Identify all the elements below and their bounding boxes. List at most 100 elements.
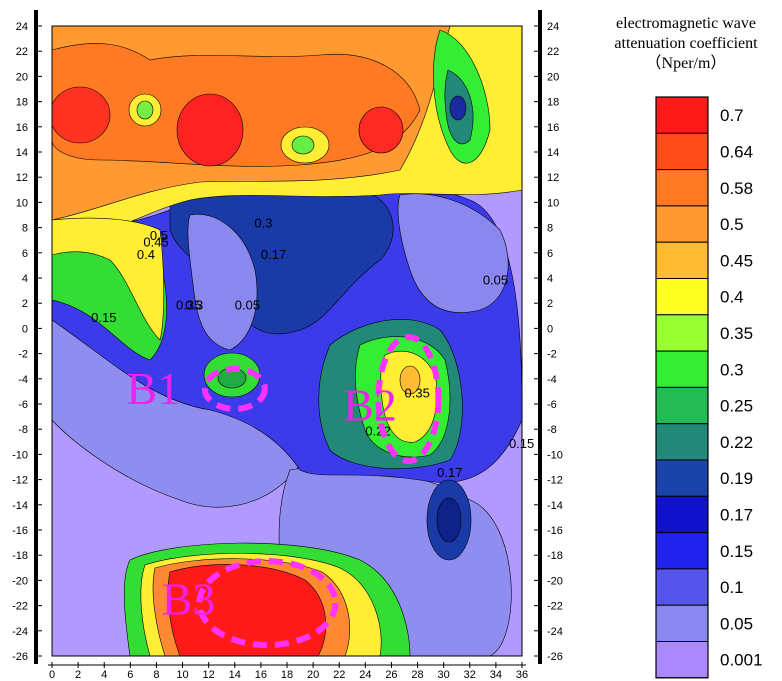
y-tick-label-left: 20: [16, 71, 28, 83]
y-tick-label-left: 14: [16, 147, 28, 159]
region-label-b2: B2: [343, 379, 397, 430]
legend-level-label: 0.3: [720, 360, 744, 379]
y-tick-label-left: 12: [16, 172, 28, 184]
y-tick-label-left: 8: [22, 223, 28, 235]
contour-label: 0.3: [185, 298, 203, 313]
x-tick-label: 30: [438, 669, 450, 681]
contour-fill-red: [52, 86, 111, 144]
y-tick-label-right: 20: [547, 71, 559, 83]
y-tick-label-right: 8: [547, 223, 553, 235]
contour-fill-lavender: [397, 193, 509, 313]
y-tick-label-left: -20: [12, 575, 28, 587]
x-tick-label: 26: [385, 669, 397, 681]
contour-label: 0.05: [235, 298, 260, 313]
x-tick-label: 6: [127, 669, 133, 681]
x-tick-label: 8: [153, 669, 159, 681]
y-tick-label-left: 18: [16, 97, 28, 109]
x-tick-label: 32: [464, 669, 476, 681]
contour-label: 0.4: [137, 247, 155, 262]
contour-label: 0.5: [150, 228, 168, 243]
contour-label: 0.05: [483, 272, 508, 287]
legend-level-label: 0.17: [720, 505, 753, 524]
y-tick-label-right: 24: [547, 21, 559, 33]
y-tick-label-left: 16: [16, 122, 28, 134]
y-tick-label-right: -6: [547, 399, 557, 411]
y-tick-label-right: -24: [547, 626, 563, 638]
y-tick-label-right: 6: [547, 248, 553, 260]
legend-level-label: 0.7: [720, 106, 744, 125]
x-tick-label: 4: [101, 669, 107, 681]
color-legend: 0.7 0.64 0.58 0.5 0.45 0.4 0.35 0.3 0.25 0.22 0.19…: [655, 96, 763, 679]
y-tick-label-left: -12: [12, 475, 28, 487]
legend-swatch: [655, 386, 709, 425]
y-tick-label-left: 6: [22, 248, 28, 260]
y-tick-label-right: 14: [547, 147, 559, 159]
x-tick-label: 34: [490, 669, 502, 681]
legend-swatch: [655, 641, 709, 679]
legend-swatch: [655, 568, 709, 606]
contour-label: 0.45: [143, 235, 168, 250]
contour-fill-lavender: [187, 213, 258, 351]
region-b3-outline: [196, 558, 339, 649]
y-tick-label-left: -26: [12, 651, 28, 663]
legend-swatch: [655, 96, 709, 134]
legend-frame: [655, 96, 709, 679]
x-tick-label: 0: [49, 669, 55, 681]
y-tick-label-left: -24: [12, 626, 28, 638]
y-tick-label-right: -12: [547, 475, 563, 487]
legend-swatch: [655, 532, 709, 570]
x-tick-label: 24: [359, 669, 371, 681]
y-tick-label-left: -2: [18, 349, 28, 361]
region-b2-outline: [375, 333, 442, 464]
contour-fill-yellow: [52, 217, 165, 341]
y-tick-label-left: 24: [16, 21, 28, 33]
legend-level-label: 0.1: [720, 578, 744, 597]
y-tick-label-left: 0: [22, 323, 28, 335]
y-tick-label-right: 22: [547, 46, 559, 58]
y-tick-label-right: 0: [547, 323, 553, 335]
plot-frame: [51, 25, 523, 657]
contour-label: 0.3: [254, 216, 272, 231]
y-tick-label-right: 12: [547, 172, 559, 184]
y-tick-label-left: -8: [18, 424, 28, 436]
y-tick-label-left: -16: [12, 525, 28, 537]
x-tick-label: 22: [333, 669, 345, 681]
contour-fill-orange: [399, 365, 421, 395]
contour-label: 0.17: [437, 465, 462, 480]
y-tick-label-left: -10: [12, 449, 28, 461]
contour-label: 0.17: [261, 247, 286, 262]
x-tick-label: 14: [229, 669, 241, 681]
y-tick-label-right: 4: [547, 273, 553, 285]
legend-swatch: [655, 132, 709, 171]
legend-swatch: [655, 459, 709, 497]
y-tick-label-right: 10: [547, 197, 559, 209]
legend-swatch: [655, 205, 709, 243]
legend-level-label: 0.15: [720, 542, 753, 561]
legend-level-label: 0.19: [720, 469, 753, 488]
y-tick-label-right: -20: [547, 575, 563, 587]
legend-level-label: 0.25: [720, 397, 753, 416]
y-tick-label-left: -4: [18, 374, 28, 386]
contour-fill-red: [176, 93, 244, 167]
region-b1-outline: [201, 365, 268, 412]
legend-title-line-3: （Nper/m）: [645, 55, 727, 72]
y-tick-label-right: -8: [547, 424, 557, 436]
legend-level-label: 0.45: [720, 251, 753, 270]
y-tick-label-right: 16: [547, 122, 559, 134]
legend-swatch: [655, 169, 709, 207]
contour-label: 0.35: [405, 386, 430, 401]
x-tick-label: 18: [281, 669, 293, 681]
y-tick-label-right: -22: [547, 601, 563, 613]
legend-level-label: 0.001: [720, 651, 763, 670]
legend-swatch: [655, 278, 709, 316]
y-tick-label-right: -18: [547, 550, 563, 562]
legend-swatch: [655, 314, 709, 352]
region-label-b3: B3: [162, 573, 216, 624]
y-tick-label-right: 2: [547, 298, 553, 310]
y-tick-label-right: 18: [547, 97, 559, 109]
x-tick-label: 20: [307, 669, 319, 681]
x-tick-label: 36: [516, 669, 528, 681]
y-tick-label-left: -22: [12, 601, 28, 613]
legend-title-line-1: electromagnetic wave: [616, 15, 756, 32]
legend-level-label: 0.35: [720, 324, 753, 343]
